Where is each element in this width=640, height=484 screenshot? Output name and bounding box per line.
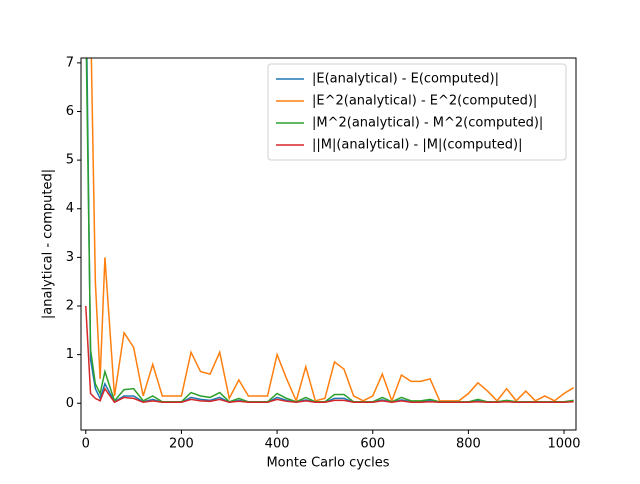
x-tick-label: 600: [360, 437, 385, 452]
legend-label: |E(analytical) - E(computed)|: [312, 72, 499, 87]
y-tick-label: 5: [66, 153, 74, 168]
y-axis-label: |analytical - computed|: [41, 169, 56, 319]
y-tick-label: 6: [66, 104, 74, 119]
y-tick-label: 0: [66, 396, 74, 411]
data-line: [85, 305, 574, 404]
y-tick-label: 4: [66, 201, 74, 216]
x-tick-label: 0: [82, 437, 90, 452]
x-tick-label: 800: [456, 437, 481, 452]
legend-label: |E^2(analytical) - E^2(computed)|: [312, 94, 537, 109]
y-tick-label: 1: [66, 347, 74, 362]
legend-label: |M^2(analytical) - M^2(computed)|: [312, 116, 543, 131]
data-line: [90, 58, 574, 404]
plot-area: [85, 58, 574, 404]
y-tick-label: 3: [66, 250, 74, 265]
axes-frame: [80, 57, 577, 431]
x-axis-label: Monte Carlo cycles: [266, 456, 389, 471]
y-tick-label: 7: [66, 55, 74, 70]
y-tick-label: 2: [66, 299, 74, 314]
legend-label: ||M|(analytical) - |M|(computed)|: [312, 138, 522, 153]
x-tick-label: 200: [169, 437, 194, 452]
legend-box: [267, 63, 567, 161]
x-tick-label: 1000: [547, 437, 580, 452]
x-tick-label: 400: [265, 437, 290, 452]
